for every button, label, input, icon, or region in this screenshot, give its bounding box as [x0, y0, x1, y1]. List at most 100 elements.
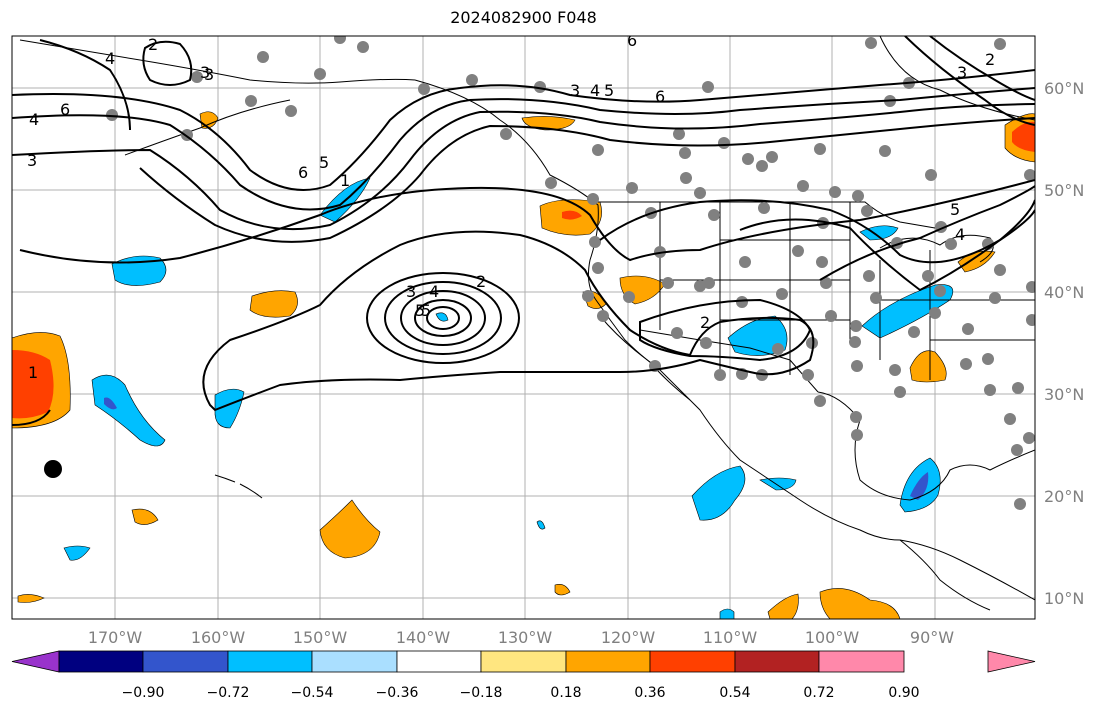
- contour-lines: [12, 36, 1035, 426]
- contour-northeast: [904, 36, 1035, 126]
- colorbar-segment: [565, 650, 651, 673]
- shade-strong-positive: [1012, 121, 1035, 152]
- contour-ring-1: [366, 272, 520, 364]
- svg-text:170°W: 170°W: [88, 628, 143, 647]
- svg-text:100°W: 100°W: [805, 628, 860, 647]
- station-dots: [106, 36, 1035, 510]
- svg-text:5: 5: [950, 200, 960, 219]
- svg-text:60°N: 60°N: [1044, 79, 1084, 98]
- shade-strong-negative: [910, 472, 929, 500]
- svg-text:6: 6: [627, 31, 637, 50]
- svg-text:5: 5: [415, 301, 425, 320]
- contour-labels: 2 3 4 5 6 3 4 5 6 6 4 3 4 3 6 5 1 3 4 5 …: [27, 31, 995, 382]
- shading-fields: [12, 111, 1035, 619]
- svg-text:2: 2: [700, 313, 710, 332]
- svg-text:6: 6: [60, 100, 70, 119]
- svg-text:160°W: 160°W: [191, 628, 246, 647]
- shade-negative: [435, 312, 449, 322]
- svg-text:6: 6: [298, 163, 308, 182]
- contour-east-3: [819, 185, 1035, 281]
- shade-strong-negative: [104, 397, 117, 410]
- great-lakes: [879, 234, 994, 263]
- svg-text:40°N: 40°N: [1044, 283, 1084, 302]
- svg-text:−0.54: −0.54: [291, 685, 334, 701]
- svg-text:2: 2: [148, 35, 158, 54]
- colorbar-segment: [227, 650, 313, 673]
- svg-text:−0.18: −0.18: [460, 685, 503, 701]
- colorbar-segment: [480, 650, 567, 673]
- contour-northeast-2: [929, 36, 1035, 101]
- colorbar-segment: [818, 650, 905, 673]
- svg-text:110°W: 110°W: [703, 628, 758, 647]
- svg-text:20°N: 20°N: [1044, 487, 1084, 506]
- contour-pacific-west: [12, 409, 51, 426]
- svg-text:4: 4: [29, 110, 39, 129]
- contour-broad-2: [202, 230, 815, 412]
- svg-text:2: 2: [985, 50, 995, 69]
- shade-negative: [691, 465, 746, 521]
- latitude-axis: 60°N 50°N 40°N 30°N 20°N 10°N: [1044, 79, 1084, 608]
- map-border: [11, 35, 1036, 620]
- shade-positive: [767, 593, 799, 619]
- shade-negative: [91, 374, 166, 447]
- canada-us-border: [598, 201, 936, 229]
- map-title: 2024082900 F048: [450, 8, 597, 27]
- north-america-west-coast: [414, 79, 1035, 601]
- colorbar-segment: [142, 650, 229, 673]
- contour-ring-3: [400, 290, 486, 346]
- svg-text:4: 4: [105, 49, 115, 68]
- contour-ring-5: [426, 306, 460, 330]
- shade-positive: [131, 508, 159, 525]
- aleutians: [124, 99, 291, 156]
- svg-text:50°N: 50°N: [1044, 181, 1084, 200]
- svg-text:0.72: 0.72: [803, 685, 834, 701]
- svg-text:0.18: 0.18: [550, 685, 581, 701]
- svg-text:−0.36: −0.36: [376, 685, 419, 701]
- svg-text:10°N: 10°N: [1044, 589, 1084, 608]
- svg-text:120°W: 120°W: [601, 628, 656, 647]
- svg-text:130°W: 130°W: [498, 628, 553, 647]
- shade-positive: [909, 350, 947, 383]
- svg-text:−0.72: −0.72: [207, 685, 250, 701]
- longitude-axis: 170°W 160°W 150°W 140°W 130°W 120°W 110°…: [88, 628, 954, 647]
- svg-text:2: 2: [476, 272, 486, 291]
- shade-positive: [249, 290, 298, 318]
- svg-text:3: 3: [204, 65, 214, 84]
- shade-negative: [214, 388, 245, 429]
- colorbar-segment: [58, 650, 144, 673]
- svg-text:3: 3: [27, 151, 37, 170]
- svg-text:0.36: 0.36: [634, 685, 665, 701]
- shade-positive: [17, 594, 45, 603]
- contour-east-2: [739, 209, 1035, 292]
- contour-ring-2: [384, 281, 502, 355]
- contour-north-2: [12, 87, 1035, 211]
- svg-text:90°W: 90°W: [910, 628, 954, 647]
- colorbar-ticks: −0.90 −0.72 −0.54 −0.36 −0.18 0.18 0.36 …: [122, 685, 920, 701]
- shade-strong-positive: [562, 210, 582, 220]
- contour-low-center: [19, 179, 1035, 264]
- svg-text:30°N: 30°N: [1044, 385, 1084, 404]
- shade-strong-positive: [12, 350, 54, 419]
- contour-ring-4: [414, 299, 472, 337]
- shade-negative: [719, 608, 735, 619]
- svg-text:3: 3: [957, 63, 967, 82]
- contour-north-1: [12, 69, 1035, 191]
- svg-text:5: 5: [421, 301, 431, 320]
- shade-negative: [759, 477, 797, 491]
- baja-california: [599, 315, 691, 401]
- shade-positive: [521, 116, 576, 131]
- shade-negative: [536, 520, 546, 530]
- colorbar-segment: [396, 650, 482, 673]
- svg-text:150°W: 150°W: [293, 628, 348, 647]
- svg-text:3: 3: [406, 282, 416, 301]
- svg-text:1: 1: [28, 363, 38, 382]
- contour-north-3: [12, 103, 1035, 231]
- alaska-coast: [19, 39, 416, 84]
- colorbar-extend-high: [987, 650, 1036, 673]
- svg-text:3: 3: [200, 63, 210, 82]
- contour-north-6: [142, 40, 193, 86]
- shade-negative: [727, 315, 788, 356]
- svg-text:4: 4: [955, 225, 965, 244]
- hawaii-islands: [214, 474, 263, 499]
- svg-text:1: 1: [340, 171, 350, 190]
